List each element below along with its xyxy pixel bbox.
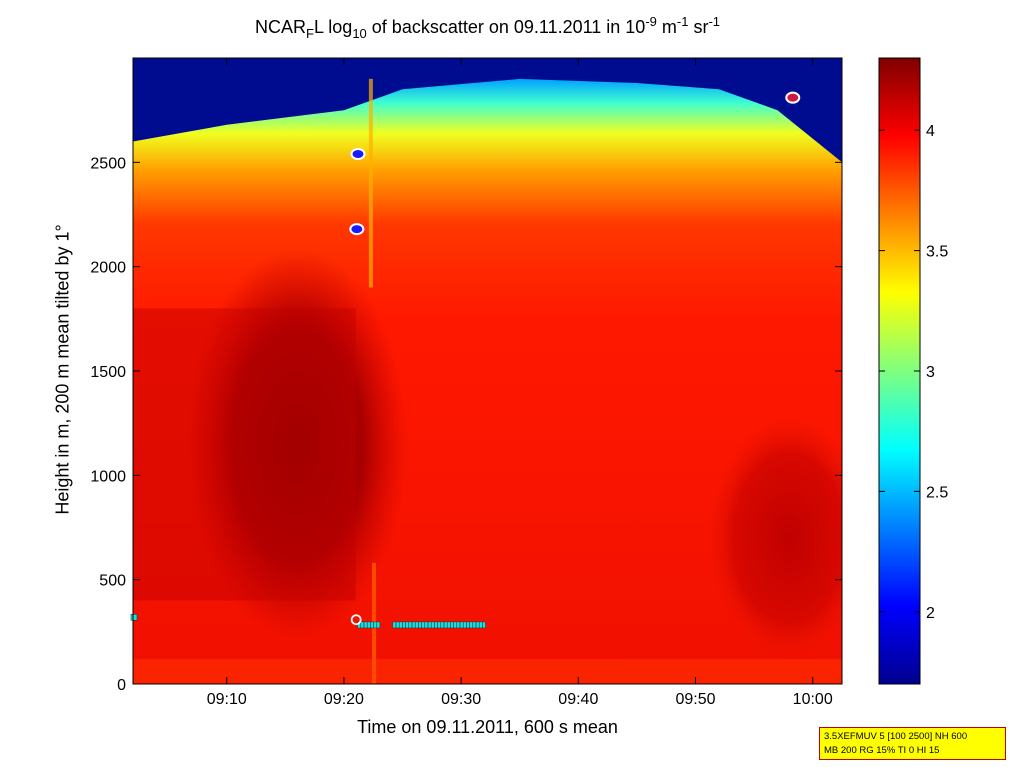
y-axis: 0 500 1000 1500 2000 2500 — [90, 155, 842, 694]
backscatter-core — [186, 248, 408, 640]
colorbar-tick-label: 3 — [926, 364, 935, 381]
mixing-layer-marker — [415, 621, 419, 629]
colorbar-axis: 2 2.5 3 3.5 4 — [879, 123, 948, 622]
mixing-layer-marker — [437, 621, 441, 629]
mixing-layer-marker — [469, 621, 473, 629]
mixing-layer-marker — [405, 621, 409, 629]
mixing-layer-marker — [450, 621, 454, 629]
x-tick-label: 10:00 — [793, 691, 833, 708]
mixing-layer-marker — [418, 621, 422, 629]
colorbar-tick-label: 2.5 — [926, 484, 948, 501]
mixing-layer-marker — [453, 621, 457, 629]
x-tick-label: 09:10 — [207, 691, 247, 708]
y-tick-label: 500 — [99, 573, 126, 590]
mixing-layer-marker — [456, 621, 461, 629]
mixing-layer-marker — [482, 621, 486, 629]
mixing-layer-marker — [367, 621, 371, 629]
y-tick-label: 2500 — [90, 155, 126, 172]
x-tick-label: 09:30 — [441, 691, 481, 708]
mixing-layer-marker — [363, 621, 368, 629]
cloud-base-marker — [785, 91, 801, 104]
y-tick-label: 1500 — [90, 364, 126, 381]
mixing-layer-marker — [130, 613, 138, 621]
y-tick-label: 1000 — [90, 468, 126, 485]
info-line-2: MB 200 RG 15% TI 0 HI 15 — [824, 745, 940, 756]
mixing-layer-marker — [434, 621, 438, 629]
chart-title: NCARFL log10 of backscatter on 09.11.201… — [254, 14, 721, 41]
y-tick-label: 0 — [117, 677, 126, 694]
colorbar-tick-label: 2 — [926, 605, 935, 622]
mixing-layer-marker — [466, 621, 470, 629]
mixing-layer-marker — [370, 621, 374, 629]
mixing-layer-marker — [472, 621, 477, 629]
backscatter-right-core — [709, 417, 842, 658]
mixing-layer-marker — [357, 621, 361, 629]
mixing-layer-start-marker — [350, 614, 362, 626]
surface-band — [133, 658, 842, 684]
colorbar-tick-label: 4 — [926, 123, 935, 140]
mixing-layer-marker — [395, 621, 400, 629]
backscatter-field — [133, 58, 842, 684]
info-line-1: 3.5XEFMUV 5 [100 2500] NH 600 — [824, 731, 968, 742]
cloud-base-marker — [350, 147, 366, 160]
mixing-layer-marker — [392, 621, 397, 629]
mixing-layer-marker — [427, 621, 432, 629]
mixing-layer-marker — [376, 621, 381, 629]
mixing-layer-marker — [475, 621, 480, 629]
settings-info-box: 3.5XEFMUV 5 [100 2500] NH 600 MB 200 RG … — [819, 727, 1006, 760]
mixing-layer-marker — [399, 621, 403, 629]
mixing-layer-marker — [408, 621, 413, 629]
mixing-layer-marker — [479, 621, 483, 629]
x-tick-label: 09:50 — [675, 691, 715, 708]
y-tick-label: 2000 — [90, 260, 126, 277]
x-axis-label: Time on 09.11.2011, 600 s mean — [357, 717, 618, 737]
marker-layer — [130, 91, 801, 629]
mixing-layer-marker — [411, 621, 416, 629]
mixing-layer-marker — [459, 621, 464, 629]
mixing-layer-marker — [443, 621, 448, 629]
backscatter-left-block — [133, 308, 356, 601]
mixing-layer-marker — [447, 621, 451, 629]
mixing-layer-marker — [424, 621, 429, 629]
x-axis: 09:10 09:20 09:30 09:40 09:50 10:00 — [207, 58, 833, 708]
mixing-layer-marker — [463, 621, 467, 629]
mixing-layer-marker — [421, 621, 425, 629]
mixing-layer-marker — [402, 621, 406, 629]
cloud-base-marker — [349, 223, 365, 236]
y-axis-label: Height in m, 200 m mean tilted by 1° — [52, 224, 73, 515]
colorbar — [878, 57, 921, 685]
mixing-layer-marker — [431, 621, 435, 629]
x-tick-label: 09:20 — [324, 691, 364, 708]
mixing-layer-marker — [373, 621, 377, 629]
x-tick-label: 09:40 — [558, 691, 598, 708]
mixing-layer-marker — [440, 621, 445, 629]
colorbar-tick-label: 3.5 — [926, 244, 948, 261]
mixing-layer-marker — [360, 621, 365, 629]
